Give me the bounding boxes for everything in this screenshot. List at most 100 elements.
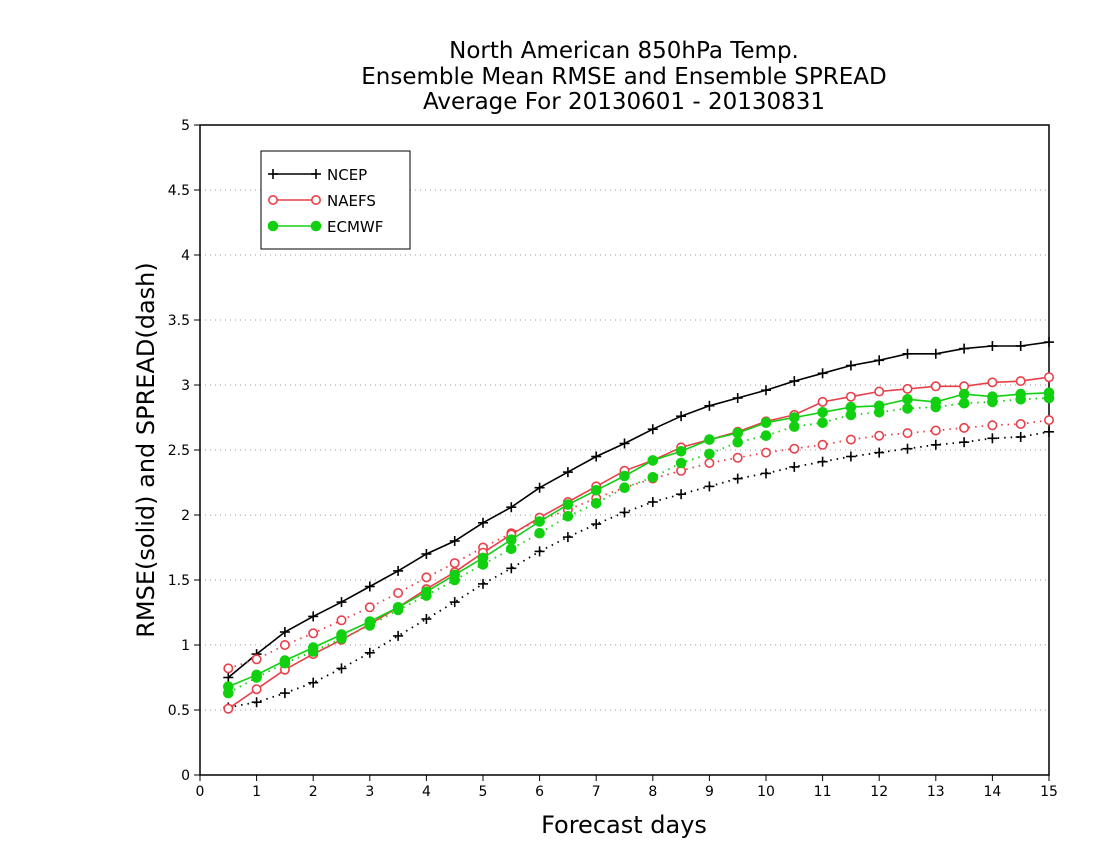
ecmwf-spread-point [817, 417, 828, 429]
ncep-rmse-point [591, 451, 602, 462]
gridlines [200, 189, 1049, 711]
ncep-spread-point [732, 473, 743, 484]
ncep-rmse-point [279, 627, 290, 637]
naefs-rmse-point [902, 383, 913, 394]
legend-entry-ncep: NCEP [268, 166, 367, 184]
ncep-spread-point [478, 578, 488, 589]
naefs-spread-point [449, 558, 460, 569]
ncep-spread-point [364, 647, 375, 658]
ecmwf-rmse-point [845, 401, 857, 413]
ncep-rmse-point [534, 482, 545, 493]
ncep-rmse-point [761, 385, 771, 396]
ecmwf-rmse-point [1043, 387, 1055, 399]
ecmwf-spread-point [675, 457, 687, 469]
ncep-spread-point [959, 437, 970, 448]
legend-marker [267, 220, 279, 232]
ecmwf-spread-line [227, 397, 1050, 694]
ecmwf-spread-point [534, 527, 545, 539]
legend-label-ecmwf: ECMWF [327, 218, 383, 236]
y-tick-label: 2 [181, 508, 190, 524]
ncep-spread-point [506, 563, 517, 574]
ecmwf-rmse-point [307, 642, 319, 653]
naefs-spread-point [393, 587, 404, 598]
x-tick-label: 3 [365, 784, 374, 800]
ncep-spread-point [874, 447, 885, 458]
ncep-spread-point [817, 456, 828, 467]
ncep-spread-point [251, 697, 262, 708]
ncep-rmse-point [704, 400, 715, 411]
ncep-spread-point [279, 688, 290, 699]
ecmwf-spread-point [562, 511, 574, 522]
ncep-spread-point [534, 546, 545, 557]
ecmwf-rmse-point [619, 470, 630, 482]
ecmwf-rmse-point [789, 412, 800, 423]
ecmwf-rmse-point [590, 485, 602, 496]
ecmwf-rmse-point [279, 655, 291, 666]
series-layer [223, 337, 1055, 714]
ncep-rmse-point [393, 565, 404, 576]
ecmwf-spread-point [506, 543, 517, 555]
axis-ticks: 00.511.522.533.544.550 1 2 3 4 5 6 7 8 9 10 11 12 13 1… [168, 118, 1058, 800]
ncep-rmse-point [478, 517, 488, 528]
ncep-spread-series [223, 426, 1054, 713]
ecmwf-rmse-point [817, 407, 828, 418]
y-tick-label: 3.5 [168, 313, 190, 329]
ecmwf-spread-point [732, 436, 744, 448]
naefs-spread-point [902, 428, 913, 439]
y-tick-label: 4.5 [168, 183, 190, 199]
naefs-spread-line [228, 419, 1050, 670]
ecmwf-rmse-point [534, 516, 545, 527]
naefs-spread-point [959, 422, 970, 433]
x-tick-label: 10 [757, 784, 775, 800]
ecmwf-rmse-series [223, 387, 1055, 692]
ncep-spread-point [308, 677, 319, 688]
ncep-rmse-point [308, 611, 319, 622]
ecmwf-rmse-point [873, 400, 885, 412]
ncep-rmse-point [364, 581, 375, 592]
ncep-rmse-point [223, 672, 234, 683]
x-tick-label: 12 [870, 784, 888, 800]
ncep-spread-point [789, 461, 800, 472]
x-tick-label: 7 [592, 784, 601, 800]
ecmwf-rmse-point [506, 534, 517, 546]
ncep-rmse-point [930, 348, 941, 359]
legend-label-ncep: NCEP [327, 166, 367, 184]
ncep-rmse-point [506, 502, 517, 513]
ecmwf-rmse-point [421, 586, 432, 598]
ecmwf-rmse-point [251, 669, 262, 681]
ncep-rmse-point [336, 597, 347, 608]
naefs-spread-series [223, 415, 1055, 674]
naefs-rmse-series [223, 372, 1055, 714]
naefs-rmse-line [227, 376, 1050, 710]
ncep-rmse-point [874, 355, 885, 366]
legend-entry-naefs: NAEFS [267, 192, 376, 210]
x-tick-label: 14 [983, 784, 1001, 800]
ncep-spread-point [591, 519, 602, 530]
ncep-spread-point [647, 497, 658, 507]
x-tick-label: 1 [252, 784, 261, 800]
ecmwf-rmse-point [704, 434, 715, 445]
x-tick-label: 2 [309, 784, 318, 800]
ncep-rmse-series [223, 337, 1054, 683]
ncep-spread-point [761, 468, 771, 479]
naefs-spread-point [732, 452, 743, 463]
naefs-spread-point [930, 425, 941, 436]
ncep-rmse-point [817, 368, 828, 379]
naefs-spread-point [364, 602, 375, 613]
ncep-spread-point [987, 433, 998, 444]
ecmwf-rmse-point [449, 569, 461, 581]
ecmwf-spread-point [704, 448, 715, 460]
ncep-spread-point [845, 451, 856, 462]
naefs-rmse-point [1015, 376, 1026, 387]
ecmwf-rmse-point [958, 388, 970, 400]
ecmwf-rmse-point [732, 427, 744, 439]
ncep-spread-point [902, 443, 913, 454]
naefs-spread-point [251, 654, 262, 665]
ecmwf-spread-series [223, 392, 1055, 699]
ncep-spread-point [449, 597, 460, 608]
naefs-spread-point [817, 439, 828, 450]
ecmwf-rmse-point [223, 681, 234, 692]
ncep-spread-point [704, 481, 715, 492]
ncep-spread-point [676, 489, 687, 500]
